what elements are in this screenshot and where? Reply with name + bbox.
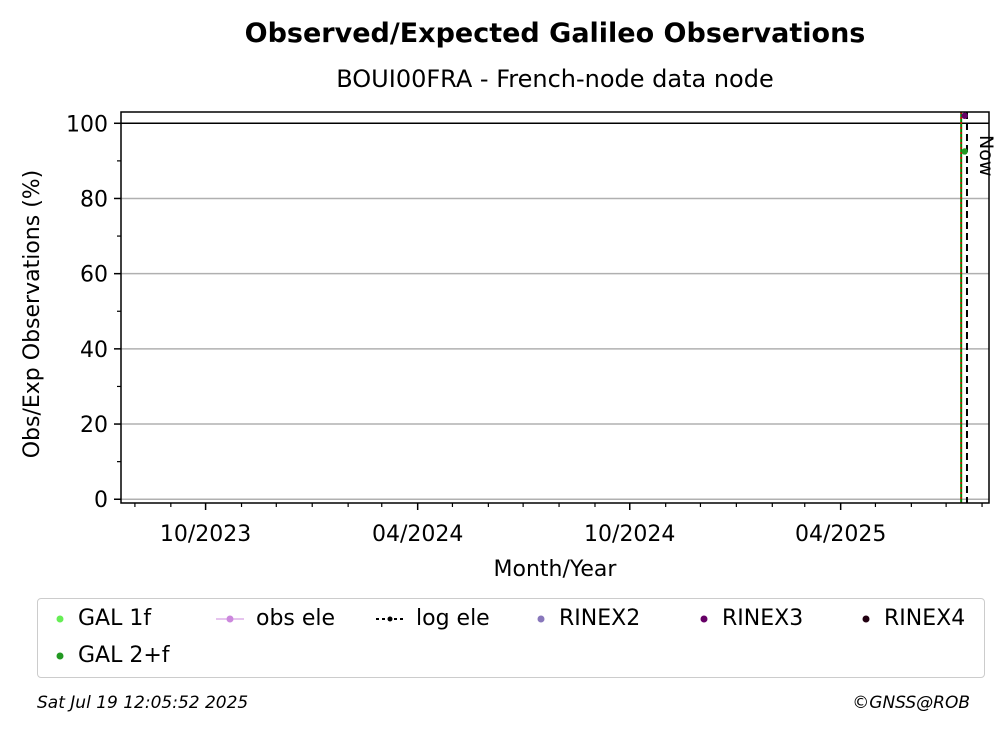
y-tick-label: 80 [80,187,108,212]
legend-marker-icon [54,646,74,666]
vertical-marker-layer: Now [960,112,997,503]
y-tick-label: 0 [94,488,108,513]
x-axis-label: Month/Year [494,557,618,582]
legend-marker-icon [860,609,880,629]
legend-item: RINEX2 [535,606,640,631]
grid-layer [121,122,989,500]
legend-label: GAL 1f [78,606,152,631]
chart-title: Observed/Expected Galileo Observations [245,18,866,49]
copyright-notice: ©GNSS@ROB [852,693,970,713]
x-tick-label: 10/2024 [584,522,675,547]
legend-marker-icon [698,609,718,629]
legend-item: GAL 2+f [54,643,170,668]
legend-label: RINEX2 [559,606,641,631]
legend-item: GAL 1f [54,606,151,631]
y-axis-label: Obs/Exp Observations (%) [20,170,45,459]
x-tick-label: 10/2023 [160,522,251,547]
y-tick-label: 100 [66,112,108,137]
y-tick-label: 40 [80,338,108,363]
legend-marker-icon [54,609,74,629]
legend-label: obs ele [256,606,336,631]
x-tick-label: 04/2024 [372,522,463,547]
legend-label: RINEX3 [722,606,804,631]
data-point [961,112,968,119]
x-tick-label: 04/2025 [795,522,886,547]
chart-subtitle: BOUI00FRA - French-node data node [336,65,774,93]
legend-label: log ele [416,606,490,631]
data-point [961,148,968,155]
render-timestamp: Sat Jul 19 12:05:52 2025 [37,693,249,713]
plot-area-frame [120,111,990,504]
chart-legend: GAL 1f obs ele log ele RINEX2 RINEX3 RINEX4 GA… [37,598,985,678]
data-point-layer [961,112,968,155]
now-marker-label: Now [975,135,997,176]
legend-marker-icon [216,609,252,629]
axis-layer: 0 20 40 60 80 100 10/2023 04/2024 10/2024 04/2025 [66,112,983,547]
legend-label: RINEX4 [884,606,966,631]
legend-item: RINEX4 [860,606,965,631]
y-tick-label: 60 [80,263,108,288]
y-tick-label: 20 [80,413,108,438]
legend-item: obs ele [216,606,335,631]
legend-item: log ele [376,606,490,631]
legend-label: GAL 2+f [78,643,170,668]
legend-marker-icon [535,609,555,629]
legend-item: RINEX3 [698,606,803,631]
legend-marker-icon [376,609,412,629]
